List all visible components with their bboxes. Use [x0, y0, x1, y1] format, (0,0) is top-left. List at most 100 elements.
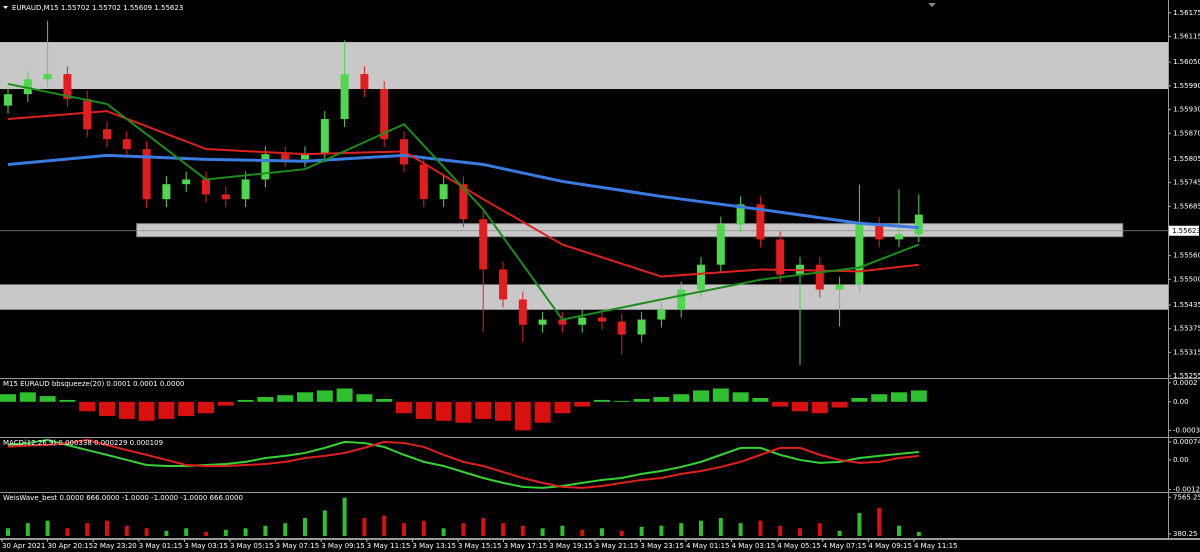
histogram-bar: [574, 401, 591, 407]
volume-bar: [540, 528, 545, 536]
histogram-bar: [415, 401, 432, 419]
volume-bar: [600, 528, 604, 536]
candle-body: [43, 74, 52, 80]
y-tick-label: 1.55930: [1173, 106, 1200, 114]
histogram-bar: [138, 401, 155, 421]
volume-bar: [243, 528, 248, 536]
histogram-bar: [811, 401, 828, 414]
candle-body: [360, 74, 369, 90]
histogram-bar: [158, 401, 175, 419]
volume-bar: [699, 520, 703, 536]
candle-body: [23, 79, 32, 95]
candle-body: [657, 309, 666, 320]
support-resistance-zone: [136, 223, 1124, 238]
candle-body: [578, 317, 587, 325]
y-tick-label: 1.55990: [1173, 82, 1200, 90]
y-tick-label: 1.55375: [1173, 325, 1200, 333]
current-price-box: [1169, 225, 1199, 236]
time-label: 4 May 09:15: [868, 542, 912, 550]
candle-body: [677, 289, 686, 310]
panel-title: WeisWave_best 0.0000 666.0000 -1.0000 -1…: [3, 494, 243, 502]
histogram-bar: [891, 392, 907, 402]
candle-body: [558, 319, 567, 325]
histogram-bar: [396, 401, 412, 414]
time-label: 3 May 07:15: [276, 542, 320, 550]
histogram-bar: [257, 397, 274, 402]
candle-body: [162, 184, 171, 200]
y-tick-label: 1.55500: [1173, 275, 1200, 283]
candle-body: [221, 194, 230, 200]
histogram-bar: [910, 390, 927, 402]
y-tick-label: 1.55560: [1173, 252, 1200, 260]
candle-body: [895, 234, 903, 240]
volume-bar: [758, 520, 763, 536]
histogram-bar: [752, 398, 769, 402]
histogram-bar: [356, 394, 373, 402]
volume-bar: [560, 525, 565, 536]
histogram-bar: [435, 401, 452, 421]
histogram-bar: [277, 395, 294, 402]
histogram-bar: [336, 388, 353, 402]
volume-bar: [184, 528, 189, 536]
volume-bar: [124, 525, 129, 536]
histogram-bar: [118, 401, 135, 419]
volume-bar: [639, 526, 644, 536]
candle-body: [439, 184, 448, 200]
volume-bar: [421, 520, 426, 536]
time-label: 4 May 03:15: [732, 542, 776, 550]
candle-body: [756, 204, 765, 240]
volume-bar: [263, 525, 268, 536]
time-label: 4 May 05:15: [777, 542, 821, 550]
shift-marker: [928, 3, 936, 7]
volume-bar: [798, 528, 802, 536]
volume-bar: [679, 523, 684, 536]
volume-bar: [837, 530, 842, 536]
time-label: 3 May 13:15: [412, 542, 456, 550]
y-tick-label: 1.55435: [1173, 301, 1200, 309]
candle-body: [815, 264, 824, 290]
candle-body: [142, 149, 151, 200]
volume-bar: [501, 523, 505, 536]
y-tick-label: 380.25: [1173, 530, 1198, 538]
y-tick-label: 1.56175: [1173, 9, 1200, 17]
histogram-bar: [178, 401, 195, 417]
candle-body: [855, 224, 864, 285]
candle-body: [320, 119, 329, 155]
volume-bar: [738, 523, 743, 536]
candle-body: [716, 224, 725, 265]
time-label: 3 May 01:15: [139, 542, 183, 550]
histogram-bar: [99, 401, 115, 417]
panel-title: M15 EURAUD bbsqueeze(20) 0.0001 0.0001 0…: [3, 380, 184, 388]
candle-body: [380, 89, 389, 140]
time-label: 3 May 23:15: [640, 542, 684, 550]
histogram-bar: [514, 401, 531, 431]
candle-body: [63, 74, 72, 99]
volume-bar: [580, 529, 585, 536]
histogram-bar: [217, 401, 234, 406]
volume-bar: [718, 518, 723, 536]
candle-body: [182, 179, 191, 185]
candle-body: [518, 299, 527, 325]
support-resistance-zone: [0, 284, 1168, 310]
volume-bar: [6, 528, 10, 536]
volume-bar: [916, 531, 921, 536]
histogram-bar: [316, 390, 333, 402]
y-tick-label: 1.55805: [1173, 155, 1200, 163]
volume-bar: [303, 518, 307, 536]
histogram-bar: [19, 392, 36, 402]
moving-average: [7, 82, 920, 321]
time-label: 4 May 01:15: [686, 542, 730, 550]
candle-body: [914, 214, 923, 235]
histogram-bar: [613, 400, 630, 402]
y-tick-label: -0.001231: [1173, 486, 1200, 494]
volume-bar: [223, 529, 228, 536]
candle-body: [340, 74, 349, 120]
candle-body: [499, 269, 507, 300]
current-price-label: 1.55623: [1172, 227, 1200, 235]
y-tick-label: 0.00: [1173, 456, 1189, 464]
histogram-bar: [0, 394, 16, 402]
candle-body: [301, 154, 309, 160]
chart-menu-icon[interactable]: [3, 6, 8, 9]
